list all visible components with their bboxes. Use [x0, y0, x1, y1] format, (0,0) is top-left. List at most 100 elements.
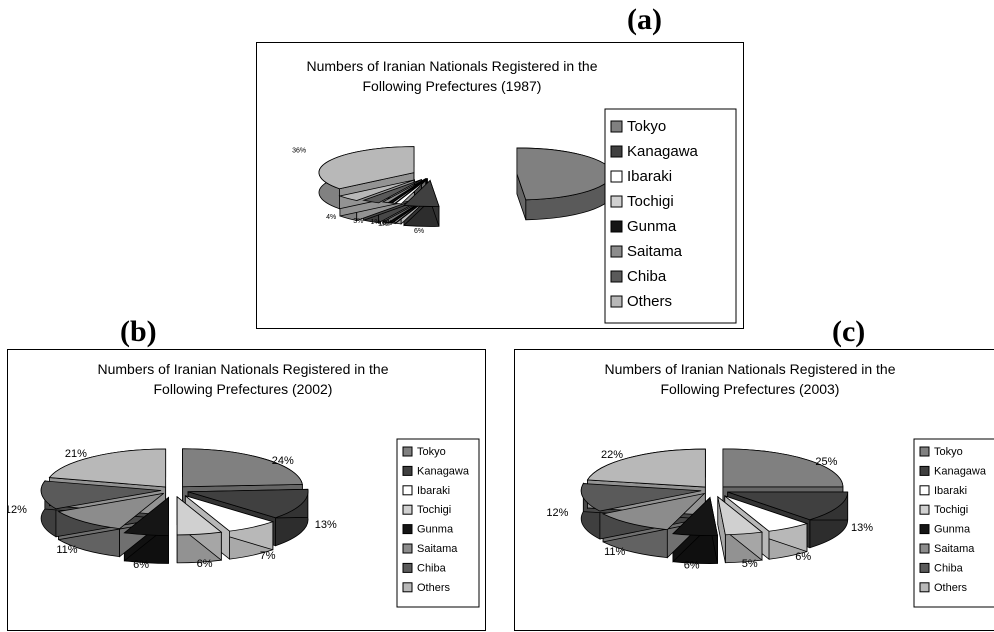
pie-slice-others: [48, 448, 167, 488]
legend-entry: Kanagawa: [417, 465, 470, 477]
pie-data-label: 22%: [601, 449, 623, 461]
pie-data-label: 24%: [272, 455, 294, 467]
legend-entry: Gunma: [934, 524, 971, 536]
pie-slice-kanagawa: [727, 491, 849, 521]
pie-data-label: 0%: [382, 220, 392, 227]
chart-b: Numbers of Iranian Nationals Registered …: [7, 349, 486, 631]
legend-entry: Chiba: [627, 268, 667, 285]
legend-swatch: [610, 220, 623, 233]
pie-data-label: 6%: [684, 559, 700, 571]
pie-data-label: 12%: [546, 507, 568, 519]
legend-entry: Ibaraki: [417, 485, 450, 497]
pie-data-label: 6%: [795, 551, 811, 563]
legend-entry: Gunma: [627, 218, 677, 235]
legend-entry: Tokyo: [934, 446, 963, 458]
chart-a: Numbers of Iranian Nationals Registered …: [256, 42, 744, 329]
pie-data-label: 1%: [371, 219, 381, 226]
legend-swatch: [402, 582, 413, 593]
chart-title-line: Following Prefectures (2002): [154, 381, 333, 397]
chart-title-line: Numbers of Iranian Nationals Registered …: [306, 58, 597, 74]
legend-entry: Kanagawa: [627, 143, 699, 160]
pie-slice-saitama: [601, 492, 706, 531]
legend-swatch: [610, 195, 623, 208]
legend-entry: Saitama: [417, 543, 458, 555]
pie-slices: [40, 448, 309, 564]
legend-swatch: [402, 504, 413, 515]
pie-data-label: 12%: [8, 504, 27, 516]
pie-data-label: 13%: [315, 519, 337, 531]
pie-slice-chiba: [40, 480, 162, 510]
pie-data-label: 3%: [353, 218, 363, 225]
legend-swatch: [610, 170, 623, 183]
legend-swatch: [610, 120, 623, 133]
chart-title-line: Following Prefectures (2003): [661, 381, 840, 397]
legend-entry: Chiba: [417, 562, 447, 574]
legend-swatch: [919, 465, 930, 476]
chart-a-svg: Numbers of Iranian Nationals Registered …: [292, 58, 737, 324]
legend-entry: Tochigi: [934, 504, 968, 516]
pie-data-label: 6%: [414, 228, 424, 235]
pie-slices: [580, 448, 849, 564]
legend-swatch: [402, 465, 413, 476]
legend-entry: Others: [934, 582, 968, 594]
legend-swatch: [919, 524, 930, 535]
legend-entry: Kanagawa: [934, 465, 987, 477]
pie-slice-kanagawa: [402, 179, 440, 207]
pie-data-label: 13%: [851, 522, 873, 534]
pie-data-label: 5%: [742, 558, 758, 570]
legend-swatch: [402, 524, 413, 535]
legend-swatch: [402, 485, 413, 496]
pie-data-label: 4%: [326, 214, 336, 221]
pie-data-label: 11%: [604, 546, 625, 558]
legend-swatch: [919, 582, 930, 593]
chart-c-svg: Numbers of Iranian Nationals Registered …: [546, 361, 994, 608]
legend-entry: Ibaraki: [627, 168, 672, 185]
pie-data-label: 0%: [380, 220, 390, 227]
pie-slice-others-remaining-: [318, 146, 415, 190]
pie-slice-gunma: [387, 178, 427, 204]
chart-b-svg: Numbers of Iranian Nationals Registered …: [8, 361, 480, 608]
legend-swatch: [919, 485, 930, 496]
pie-slice-chiba: [362, 179, 422, 204]
legend-entry: Others: [627, 293, 672, 310]
pie-data-label: 7%: [260, 550, 276, 562]
legend-swatch: [919, 543, 930, 554]
pie-data-label: 25%: [815, 456, 837, 468]
legend-swatch: [402, 562, 413, 573]
legend-swatch: [610, 245, 623, 258]
pie-slice-saitama: [57, 492, 164, 530]
panel-label-c: (c): [832, 315, 866, 348]
legend-swatch: [610, 270, 623, 283]
legend-entry: Others: [417, 582, 451, 594]
legend-swatch: [610, 145, 623, 158]
chart-title-line: Numbers of Iranian Nationals Registered …: [604, 361, 895, 377]
pie-slice-chiba: [580, 483, 702, 512]
pie-slice-tochigi: [717, 495, 763, 536]
panel-label-a: (a): [627, 3, 662, 36]
legend-swatch: [919, 446, 930, 457]
legend-swatch: [402, 543, 413, 554]
legend-entry: Tokyo: [417, 446, 446, 458]
legend-swatch: [919, 562, 930, 573]
pie-slice-gunma: [123, 496, 169, 536]
legend-entry: Tokyo: [627, 118, 666, 135]
legend-entry: Tochigi: [627, 193, 674, 210]
pie-slice-tochigi: [176, 496, 223, 536]
pie-slice-saitama: [381, 178, 426, 204]
pie-data-label: 21%: [65, 448, 87, 460]
chart-c: Numbers of Iranian Nationals Registered …: [514, 349, 994, 631]
legend-swatch: [919, 504, 930, 515]
pie-slice-ibaraki: [394, 178, 428, 205]
pie-slice-tokyo: [722, 448, 844, 488]
pie-data-label: 11%: [56, 544, 77, 556]
pie-slice-ibaraki: [185, 495, 275, 532]
pie-data-label: 6%: [133, 559, 149, 571]
pie-data-label: 6%: [197, 558, 213, 570]
legend-entry: Chiba: [934, 562, 964, 574]
chart-legend: Tokyo Kanagawa Ibaraki Tochigi Gunma Saitama C…: [396, 438, 480, 608]
pie-slice-tokyo: [182, 448, 303, 488]
legend-entry: Saitama: [627, 243, 683, 260]
legend-entry: Ibaraki: [934, 485, 967, 497]
pie-data-label: 1%: [378, 221, 388, 228]
pie-slice-ibaraki: [724, 495, 809, 532]
